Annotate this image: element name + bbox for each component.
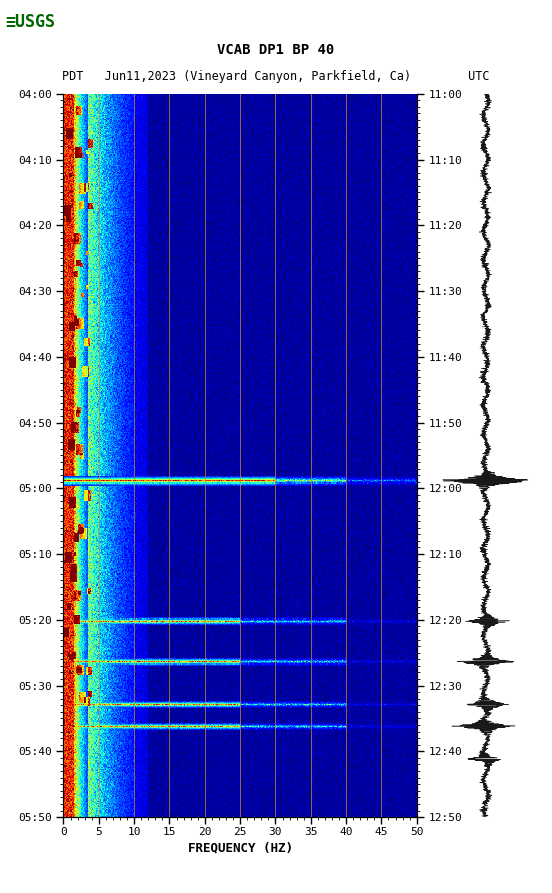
- X-axis label: FREQUENCY (HZ): FREQUENCY (HZ): [188, 841, 293, 854]
- Text: VCAB DP1 BP 40: VCAB DP1 BP 40: [217, 43, 335, 57]
- Text: ≡USGS: ≡USGS: [6, 13, 56, 31]
- Text: PDT   Jun11,2023 (Vineyard Canyon, Parkfield, Ca)        UTC: PDT Jun11,2023 (Vineyard Canyon, Parkfie…: [62, 70, 490, 83]
